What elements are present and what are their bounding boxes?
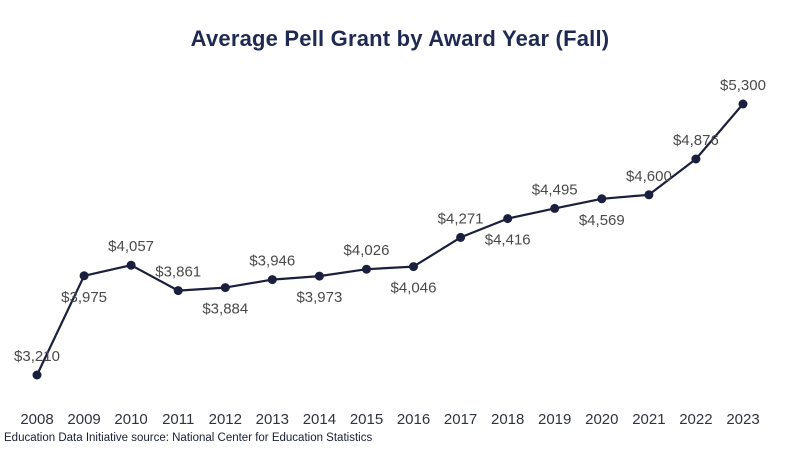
- data-point-2014: [314, 271, 324, 281]
- data-point-2013: [267, 275, 277, 285]
- data-label-2020: $4,569: [579, 212, 625, 229]
- data-label-2023: $5,300: [720, 77, 766, 94]
- data-label-2014: $3,973: [296, 289, 342, 306]
- x-tick-2016: 2016: [397, 411, 430, 428]
- data-label-2019: $4,495: [532, 181, 578, 198]
- data-point-2010: [126, 260, 136, 270]
- data-label-2015: $4,026: [344, 242, 390, 259]
- x-tick-2010: 2010: [114, 411, 147, 428]
- x-tick-2011: 2011: [162, 411, 194, 428]
- data-label-2022: $4,876: [673, 132, 719, 149]
- data-label-2011: $3,861: [155, 264, 201, 281]
- data-point-2017: [456, 232, 466, 242]
- data-point-2009: [79, 271, 89, 281]
- x-tick-2009: 2009: [67, 411, 100, 428]
- data-point-2018: [503, 214, 513, 224]
- x-tick-2020: 2020: [585, 411, 618, 428]
- data-label-2021: $4,600: [626, 168, 672, 185]
- chart-title: Average Pell Grant by Award Year (Fall): [190, 26, 610, 51]
- x-tick-2014: 2014: [303, 411, 336, 428]
- series-line: [36, 103, 744, 376]
- x-tick-2013: 2013: [256, 411, 289, 428]
- data-point-2020: [597, 194, 607, 204]
- x-tick-2015: 2015: [350, 411, 383, 428]
- data-point-2023: [738, 99, 748, 109]
- x-tick-2023: 2023: [726, 411, 759, 428]
- data-point-2022: [691, 154, 701, 164]
- data-point-2008: [32, 370, 42, 380]
- data-labels-layer: $3,210 $3,975 $4,057$3,861 $3,884 $3,946 $3,9…: [14, 77, 766, 365]
- x-tick-2021: 2021: [632, 411, 665, 428]
- data-label-2008: $3,210: [14, 348, 60, 365]
- x-axis-ticks: 2008 2009 2010 2011 2012 2013 2014 2015 2016 2017…: [20, 411, 759, 428]
- x-tick-2022: 2022: [679, 411, 712, 428]
- data-label-2016: $4,046: [391, 280, 437, 297]
- data-point-2012: [220, 283, 230, 293]
- x-tick-2012: 2012: [209, 411, 242, 428]
- data-point-2019: [550, 203, 560, 213]
- data-label-2010: $4,057: [108, 238, 154, 255]
- source-note: Education Data Initiative source: Nation…: [4, 432, 373, 444]
- data-label-2009: $3,975: [61, 289, 107, 306]
- series-line-layer: [36, 103, 744, 376]
- data-label-2013: $3,946: [249, 253, 295, 270]
- x-tick-2017: 2017: [444, 411, 477, 428]
- x-tick-2008: 2008: [20, 411, 53, 428]
- data-label-2012: $3,884: [202, 301, 248, 318]
- data-label-2017: $4,271: [438, 210, 484, 227]
- data-label-2018: $4,416: [485, 232, 531, 249]
- data-point-2011: [173, 286, 183, 296]
- x-tick-2019: 2019: [538, 411, 571, 428]
- data-point-2021: [644, 190, 654, 200]
- data-points-layer: [32, 99, 748, 380]
- x-tick-2018: 2018: [491, 411, 524, 428]
- data-point-2015: [362, 264, 371, 274]
- data-point-2016: [409, 262, 418, 272]
